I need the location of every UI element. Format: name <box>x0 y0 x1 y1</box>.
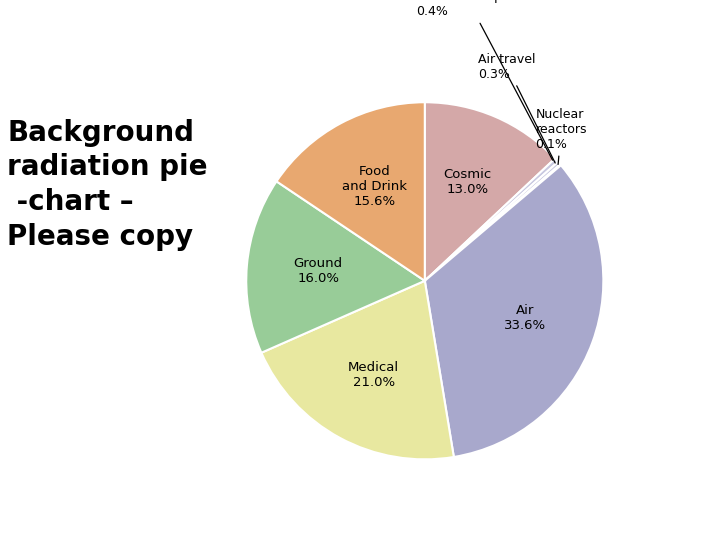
Text: Air
33.6%: Air 33.6% <box>504 303 546 332</box>
Text: Cosmic
13.0%: Cosmic 13.0% <box>444 168 492 197</box>
Wedge shape <box>425 159 558 281</box>
Wedge shape <box>425 102 555 281</box>
Text: Medical
21.0%: Medical 21.0% <box>348 361 400 389</box>
Wedge shape <box>261 281 454 460</box>
Wedge shape <box>276 102 425 281</box>
Wedge shape <box>425 162 560 281</box>
Text: Background
radiation pie
 -chart –
Please copy: Background radiation pie -chart – Please… <box>7 119 207 251</box>
Text: Air travel
0.3%: Air travel 0.3% <box>478 52 555 163</box>
Text: Nuclear
reactors
0.1%: Nuclear reactors 0.1% <box>536 107 587 164</box>
Wedge shape <box>246 181 425 353</box>
Text: Ground
16.0%: Ground 16.0% <box>294 258 343 285</box>
Wedge shape <box>425 165 603 457</box>
Text: Nuclear weapons
0.4%: Nuclear weapons 0.4% <box>416 0 552 160</box>
Wedge shape <box>425 164 561 281</box>
Text: Food
and Drink
15.6%: Food and Drink 15.6% <box>342 165 407 208</box>
